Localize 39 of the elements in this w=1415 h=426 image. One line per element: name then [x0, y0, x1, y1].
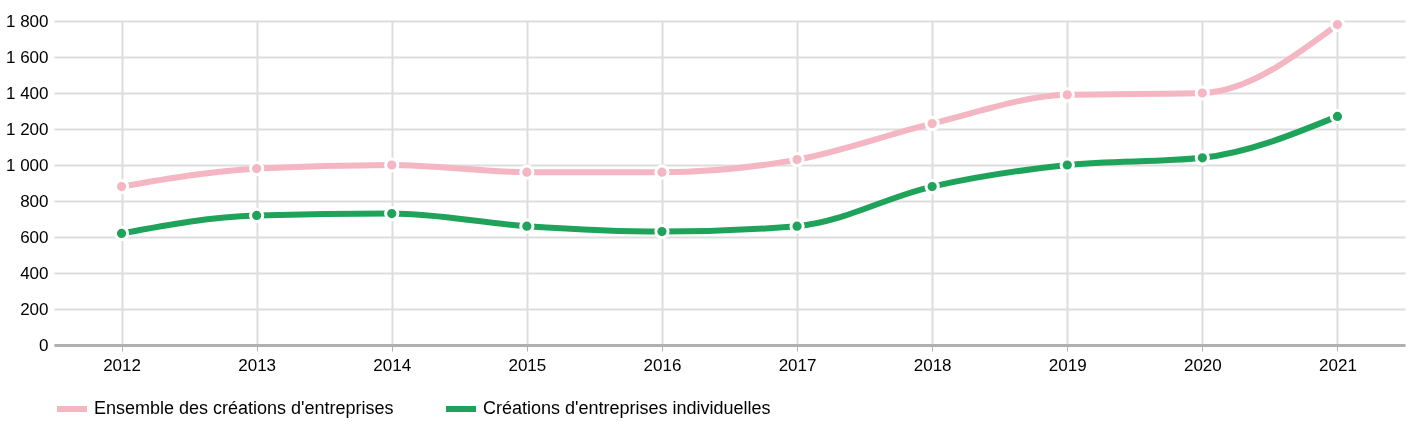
y-tick-label: 0 [39, 335, 49, 355]
legend-label: Créations d'entreprises individuelles [483, 398, 771, 418]
point [1194, 150, 1210, 166]
point [654, 223, 670, 240]
x-tick-label: 2016 [643, 355, 682, 375]
y-tick-label: 800 [20, 191, 49, 211]
x-tick-label: 2021 [1319, 355, 1357, 375]
x-tick-label: 2017 [778, 355, 817, 375]
point [1059, 157, 1075, 173]
y-tick-label: 1 800 [5, 11, 49, 31]
x-tick-label: 2012 [103, 355, 141, 375]
y-tick-label: 400 [20, 263, 49, 283]
point [789, 218, 805, 234]
x-tick-label: 2015 [508, 355, 547, 375]
point [113, 225, 130, 242]
y-tick-label: 1 400 [5, 83, 49, 103]
point [519, 164, 535, 180]
legend-label: Ensemble des créations d'entreprises [94, 398, 394, 418]
y-tick-label: 1 200 [5, 119, 49, 139]
point [249, 160, 265, 177]
x-tick-label: 2013 [238, 355, 277, 375]
x-tick-label: 2014 [373, 355, 412, 375]
point [519, 218, 535, 234]
point [1194, 85, 1210, 101]
point [249, 207, 265, 224]
x-tick-label: 2018 [913, 355, 952, 375]
point [924, 115, 940, 132]
y-tick-label: 1 600 [5, 47, 49, 67]
point [1059, 87, 1075, 103]
x-tick-label: 2019 [1048, 355, 1087, 375]
point [924, 178, 940, 195]
point [789, 151, 805, 168]
y-tick-label: 200 [20, 299, 49, 319]
y-tick-label: 600 [20, 227, 49, 247]
point [654, 164, 670, 180]
point [384, 157, 400, 173]
x-tick-label: 2020 [1183, 355, 1222, 375]
point [384, 205, 400, 222]
y-tick-label: 1 000 [5, 155, 49, 175]
